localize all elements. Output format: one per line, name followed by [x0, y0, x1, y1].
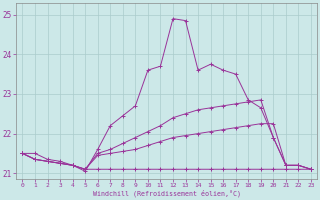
- X-axis label: Windchill (Refroidissement éolien,°C): Windchill (Refroidissement éolien,°C): [93, 190, 241, 197]
